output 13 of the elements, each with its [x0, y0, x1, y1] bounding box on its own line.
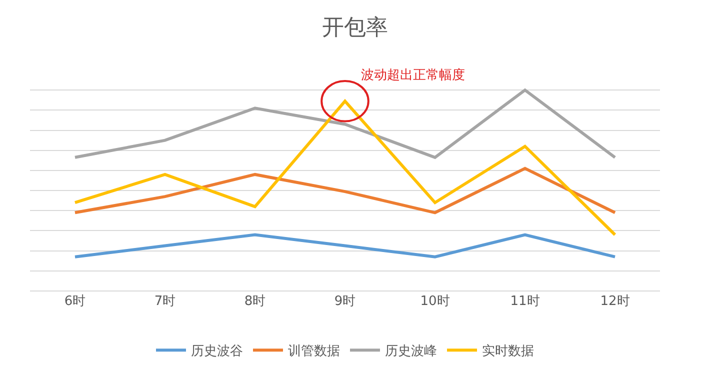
x-tick-label: 9时 — [334, 294, 356, 309]
chart-title: 开包率 — [322, 15, 388, 40]
x-tick-label: 7时 — [154, 294, 176, 309]
x-tick-label: 11时 — [510, 294, 540, 309]
annotation: 波动超出正常幅度 — [361, 67, 465, 83]
legend-label: 历史波峰 — [385, 344, 437, 360]
x-tick-label: 10时 — [420, 294, 450, 309]
legend-label: 历史波谷 — [191, 344, 243, 360]
x-tick-label: 6时 — [64, 294, 86, 309]
legend-label: 训管数据 — [288, 344, 340, 360]
legend-label: 实时数据 — [482, 344, 534, 360]
x-tick-label: 8时 — [244, 294, 266, 309]
x-tick-label: 12时 — [600, 294, 630, 309]
